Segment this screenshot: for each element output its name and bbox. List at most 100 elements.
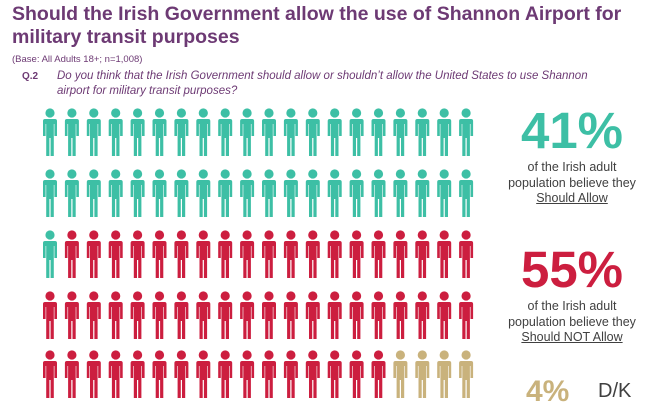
person-icon-allow — [218, 108, 233, 156]
person-icon-not-allow — [305, 230, 320, 278]
person-icon-not-allow — [240, 291, 255, 339]
allow-desc-line1: of the Irish adult — [527, 160, 617, 174]
person-icon-not-allow — [349, 350, 364, 398]
person-icon-allow — [43, 108, 57, 156]
person-icon-allow — [459, 169, 474, 217]
person-icon-not-allow — [196, 350, 211, 398]
person-icon-allow — [283, 108, 298, 156]
person-icon-not-allow — [130, 350, 145, 398]
person-icon-not-allow — [108, 350, 123, 398]
person-icon-not-allow — [130, 230, 145, 278]
person-icon-allow — [108, 169, 123, 217]
person-icon-allow — [305, 108, 320, 156]
person-icon-allow — [130, 108, 145, 156]
person-icon-allow — [218, 169, 233, 217]
person-icon-allow — [108, 108, 123, 156]
person-icon-not-allow — [64, 291, 79, 339]
person-icon-not-allow — [64, 350, 79, 398]
person-icon-not-allow — [349, 291, 364, 339]
dk-label: D/K — [598, 380, 632, 402]
question-number: Q.2 — [22, 71, 39, 82]
person-icon-not-allow — [305, 291, 320, 339]
person-icon-not-allow — [108, 230, 123, 278]
person-icon-allow — [64, 169, 79, 217]
question-text: Do you think that the Irish Government s… — [57, 70, 588, 97]
person-icon-not-allow — [262, 230, 276, 278]
person-icon-allow — [393, 108, 408, 156]
person-icon-not-allow — [86, 350, 101, 398]
person-icon-allow — [371, 169, 386, 217]
person-icon-allow — [43, 169, 57, 217]
person-icon-not-allow — [43, 350, 57, 398]
person-icon-not-allow — [108, 291, 123, 339]
person-icon-allow — [349, 108, 364, 156]
person-icon-not-allow — [371, 291, 386, 339]
person-icon-allow — [64, 108, 79, 156]
allow-desc-line3: Should Allow — [536, 191, 608, 205]
person-icon-allow — [174, 108, 189, 156]
person-icon-not-allow — [371, 350, 386, 398]
person-icon-allow — [283, 169, 298, 217]
person-icon-not-allow — [415, 230, 430, 278]
person-icon-allow — [196, 169, 211, 217]
not-allow-desc-line3: Should NOT Allow — [521, 330, 623, 344]
person-icon-not-allow — [64, 230, 79, 278]
person-icon-allow — [130, 169, 145, 217]
person-icon-allow — [262, 108, 276, 156]
person-icon-not-allow — [393, 291, 408, 339]
person-icon-allow — [415, 169, 430, 217]
person-icon-not-allow — [218, 291, 233, 339]
person-icon-not-allow — [283, 230, 298, 278]
base-note: (Base: All Adults 18+; n=1,008) — [12, 54, 143, 65]
person-icon-allow — [43, 230, 57, 278]
person-icon-not-allow — [262, 291, 276, 339]
person-icon-allow — [371, 108, 386, 156]
chart-title: Should the Irish Government allow the us… — [12, 3, 622, 48]
person-icon-not-allow — [152, 350, 167, 398]
person-icon-allow — [86, 169, 101, 217]
allow-percentage: 41% — [520, 102, 624, 159]
person-icon-allow — [327, 169, 342, 217]
person-icon-not-allow — [371, 230, 386, 278]
person-icon-not-allow — [152, 230, 167, 278]
person-icon-not-allow — [196, 230, 211, 278]
person-icon-dk — [393, 350, 408, 398]
person-icon-not-allow — [152, 291, 167, 339]
person-icon-allow — [152, 108, 167, 156]
person-icon-not-allow — [240, 230, 255, 278]
not-allow-percentage: 55% — [520, 241, 624, 298]
person-icon-allow — [262, 169, 276, 217]
person-icon-not-allow — [218, 230, 233, 278]
person-icon-not-allow — [327, 350, 342, 398]
person-icon-allow — [240, 169, 255, 217]
person-icon-not-allow — [283, 350, 298, 398]
not-allow-desc-line1: of the Irish adult — [527, 299, 617, 313]
person-icon-not-allow — [130, 291, 145, 339]
person-icon-dk — [415, 350, 430, 398]
person-icon-not-allow — [86, 230, 101, 278]
person-icon-not-allow — [240, 350, 255, 398]
person-icon-allow — [240, 108, 255, 156]
person-icon-not-allow — [174, 350, 189, 398]
person-icon-not-allow — [327, 230, 342, 278]
person-icon-not-allow — [305, 350, 320, 398]
person-icon-not-allow — [437, 230, 452, 278]
person-icon-allow — [196, 108, 211, 156]
person-icon-allow — [459, 108, 474, 156]
dk-percentage: 4% — [526, 375, 570, 408]
person-icon-not-allow — [459, 230, 474, 278]
person-icon-dk — [459, 350, 474, 398]
person-icon-allow — [349, 169, 364, 217]
person-icon-not-allow — [196, 291, 211, 339]
person-icon-not-allow — [283, 291, 298, 339]
person-icon-not-allow — [393, 230, 408, 278]
person-icon-not-allow — [86, 291, 101, 339]
person-icon-not-allow — [43, 291, 57, 339]
person-icon-allow — [437, 108, 452, 156]
person-icon-allow — [305, 169, 320, 217]
person-icon-not-allow — [218, 350, 233, 398]
person-icon-allow — [152, 169, 167, 217]
person-icon-not-allow — [349, 230, 364, 278]
person-icon-dk — [437, 350, 452, 398]
